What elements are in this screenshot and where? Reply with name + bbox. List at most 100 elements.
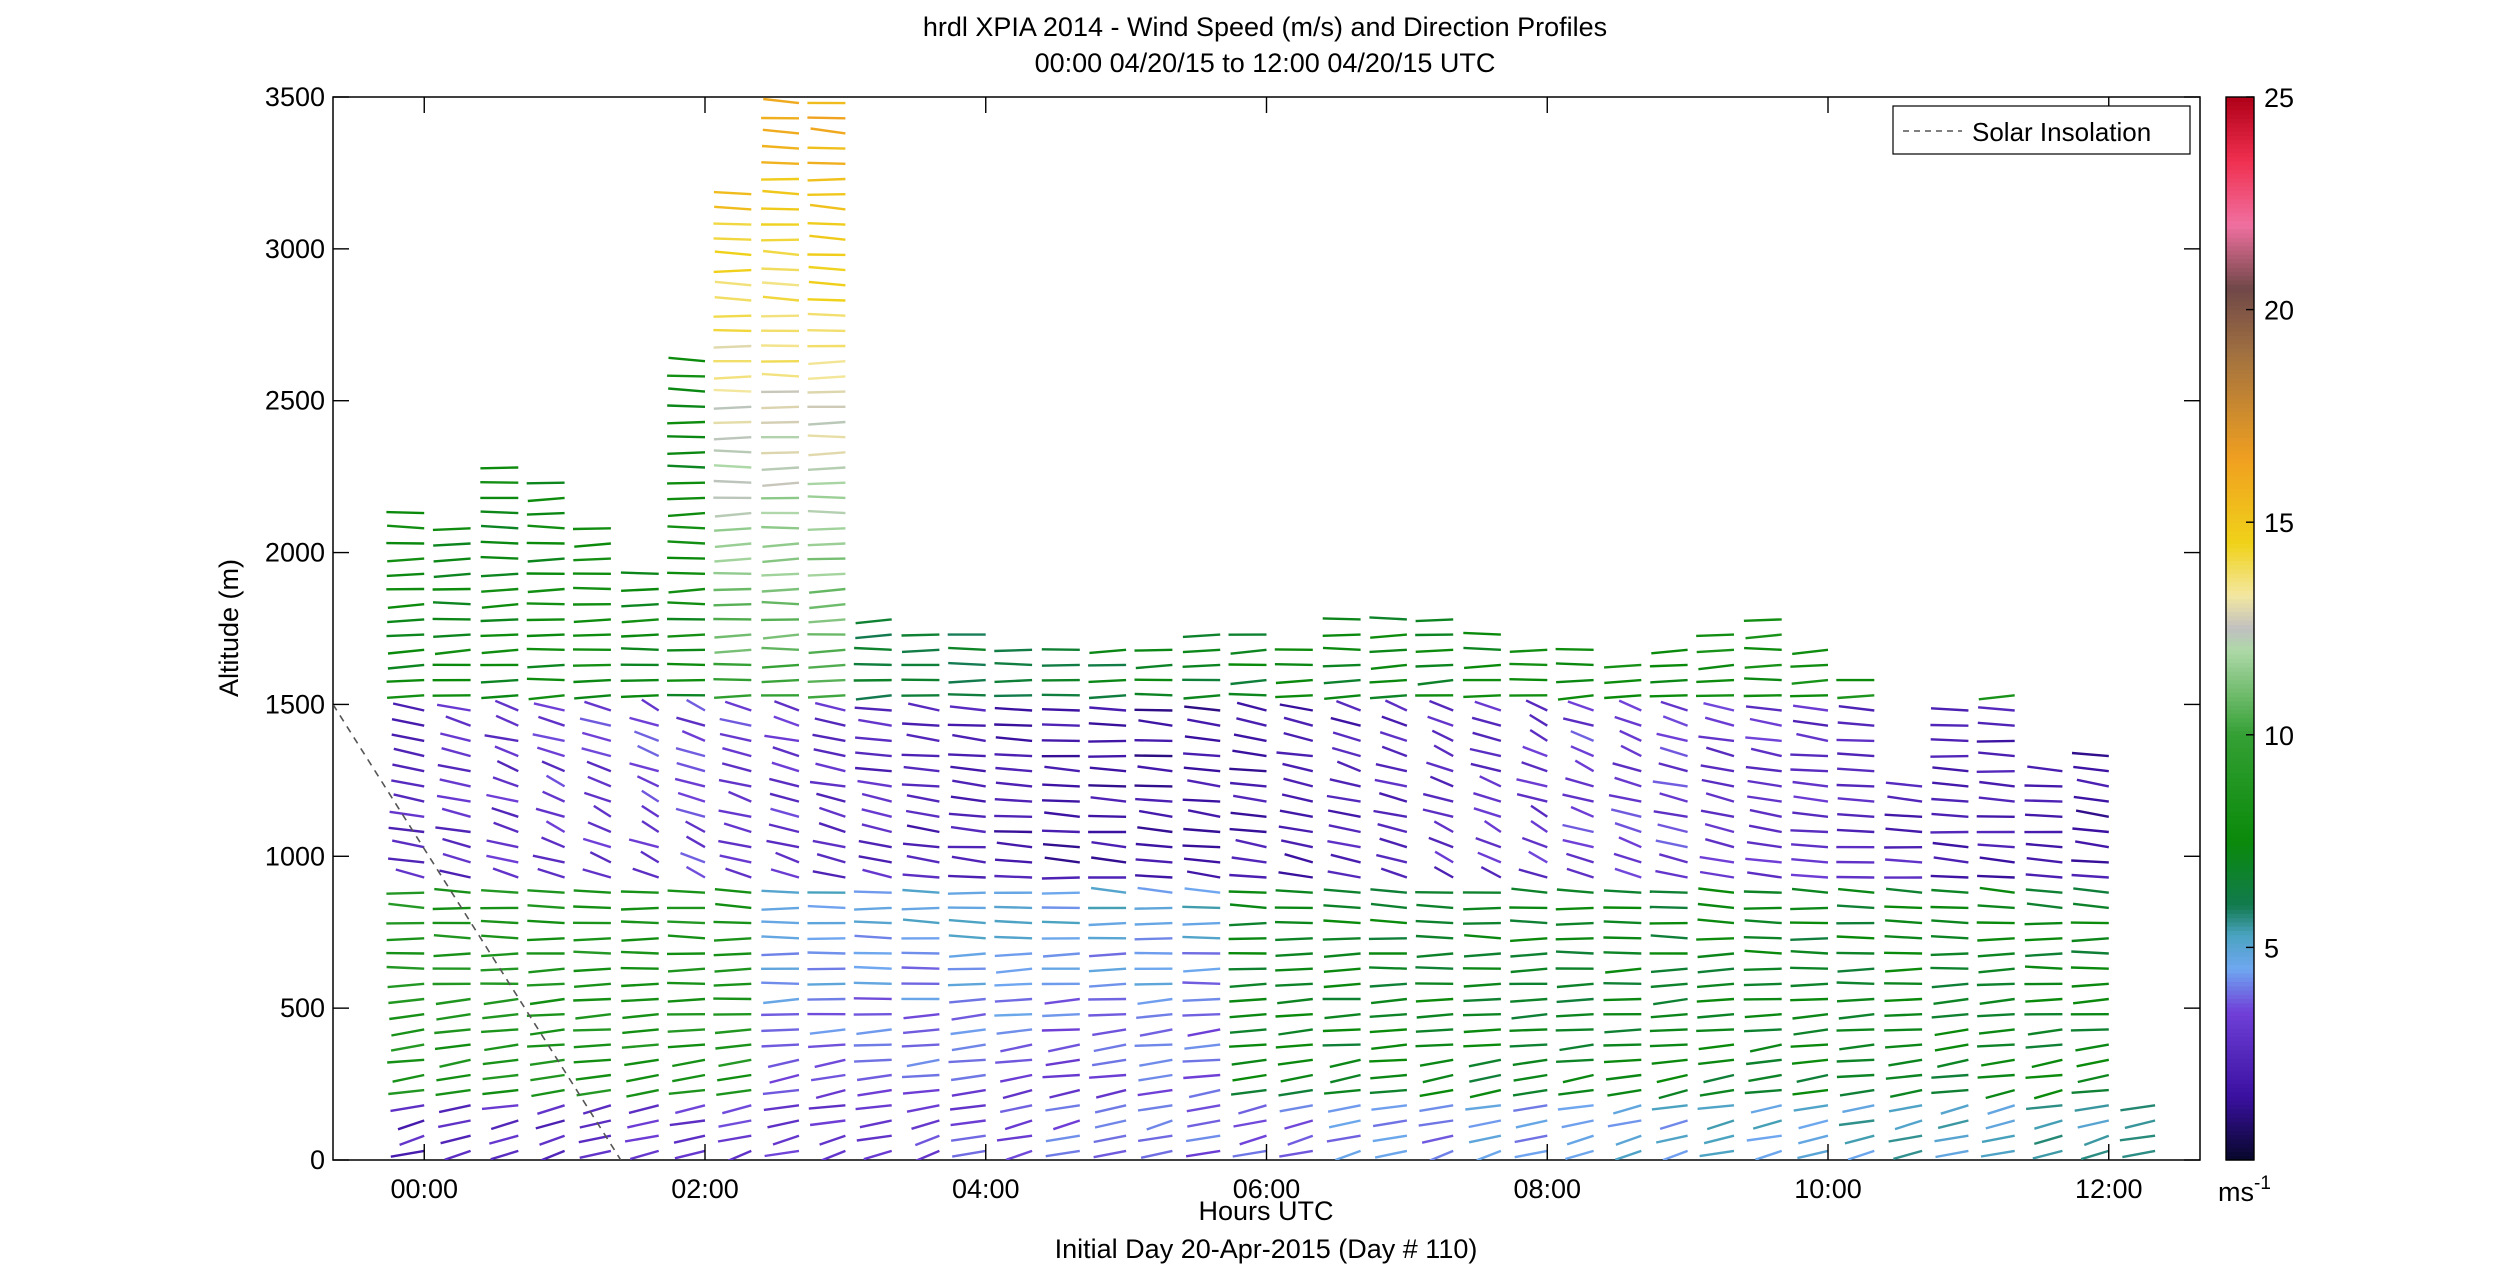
colorbar-segment — [2226, 377, 2254, 383]
wind-barb — [573, 889, 611, 894]
wind-barb — [718, 809, 752, 818]
wind-barb — [1182, 935, 1221, 940]
colorbar-segment — [2226, 722, 2254, 727]
wind-barb — [641, 804, 660, 818]
wind-barb — [949, 997, 986, 1004]
wind-barb — [1134, 921, 1173, 926]
wind-barb — [821, 1149, 846, 1160]
wind-barb — [906, 1104, 940, 1113]
wind-barb — [1137, 826, 1173, 834]
wind-barb — [575, 1073, 612, 1081]
wind-barb — [1747, 795, 1782, 803]
wind-barb — [901, 633, 940, 637]
wind-barb — [2033, 1088, 2063, 1100]
colorbar-segment — [2226, 807, 2254, 812]
colorbar-segment — [2226, 904, 2254, 910]
wind-barb — [853, 951, 892, 955]
wind-barb — [1885, 827, 1923, 834]
wind-barb — [1381, 715, 1408, 727]
wind-barb — [582, 1104, 612, 1115]
wind-barb — [1233, 1119, 1267, 1128]
wind-barb — [1557, 694, 1594, 701]
wind-barb — [586, 760, 612, 773]
wind-barb — [1469, 1073, 1502, 1083]
wind-barb — [947, 982, 986, 987]
colorbar-segment — [2226, 220, 2254, 226]
wind-barb — [1088, 754, 1127, 758]
wind-barb — [1327, 809, 1361, 818]
wind-barb — [667, 981, 706, 985]
wind-barb — [1185, 1149, 1221, 1158]
wind-barb — [1475, 836, 1502, 849]
wind-barb — [1324, 694, 1361, 700]
wind-barb — [994, 723, 1033, 727]
wind-barb — [1562, 838, 1594, 849]
colorbar-segment — [2226, 131, 2254, 136]
wind-barb — [1378, 792, 1408, 803]
wind-barb — [858, 718, 892, 727]
wind-barb — [386, 937, 425, 942]
wind-barb — [1236, 701, 1267, 712]
wind-barb — [1416, 903, 1454, 910]
wind-barb — [1513, 1104, 1548, 1112]
wind-barb — [807, 434, 846, 439]
wind-barb — [761, 1013, 800, 1017]
wind-barb — [535, 807, 565, 818]
wind-barb — [2073, 795, 2109, 803]
wind-barb — [437, 763, 471, 773]
wind-barb — [1836, 1028, 1875, 1032]
colorbar-segment — [2226, 866, 2254, 872]
wind-barb — [1650, 982, 1688, 989]
wind-barb — [492, 776, 519, 788]
wind-barb — [948, 646, 986, 651]
wind-barb — [1464, 663, 1501, 670]
wind-barb — [951, 1043, 986, 1052]
wind-barb — [1521, 761, 1548, 773]
wind-barb — [589, 851, 612, 864]
wind-barb — [1790, 937, 1829, 941]
wind-barb — [1696, 982, 1735, 989]
colorbar-segment — [2226, 258, 2254, 264]
wind-barb — [1135, 858, 1173, 864]
wind-barb — [1331, 746, 1361, 758]
wind-barb — [481, 1028, 519, 1034]
wind-barb — [545, 774, 566, 788]
wind-barb — [433, 542, 471, 547]
wind-barb — [1653, 997, 1688, 1006]
wind-barb — [1275, 889, 1313, 894]
colorbar-segment — [2226, 717, 2254, 723]
wind-barb — [1332, 731, 1361, 743]
wind-barb — [388, 1088, 425, 1096]
wind-barb — [855, 618, 892, 625]
wind-barb — [1041, 1028, 1080, 1032]
wind-barb — [1513, 1073, 1548, 1082]
colorbar-segment — [2226, 339, 2254, 345]
wind-barb — [391, 779, 425, 788]
wind-barb — [1231, 1058, 1267, 1066]
wind-barb — [1658, 853, 1688, 864]
wind-barb — [620, 890, 659, 894]
colorbar-segment — [2226, 683, 2254, 689]
wind-barb — [853, 981, 892, 985]
wind-barb — [629, 716, 660, 727]
wind-barb — [1287, 1134, 1314, 1146]
wind-barb — [1516, 793, 1548, 803]
wind-barb — [1422, 808, 1454, 818]
wind-barb — [717, 1134, 752, 1143]
wind-barb — [809, 1028, 846, 1035]
wind-barb — [1793, 795, 1829, 803]
wind-barb — [1134, 754, 1173, 758]
wind-barb — [442, 837, 471, 849]
wind-barb — [1336, 760, 1362, 773]
wind-barb — [397, 1119, 425, 1131]
wind-barb — [1790, 829, 1829, 834]
wind-barb — [1468, 1134, 1502, 1144]
wind-barb — [761, 372, 800, 378]
colorbar-segment — [2226, 836, 2254, 842]
wind-barb — [537, 867, 565, 879]
wind-barb — [526, 541, 565, 545]
wind-barb — [1187, 809, 1221, 818]
wind-barb — [1279, 703, 1314, 712]
wind-barb — [480, 967, 519, 972]
wind-barb — [2072, 997, 2109, 1005]
